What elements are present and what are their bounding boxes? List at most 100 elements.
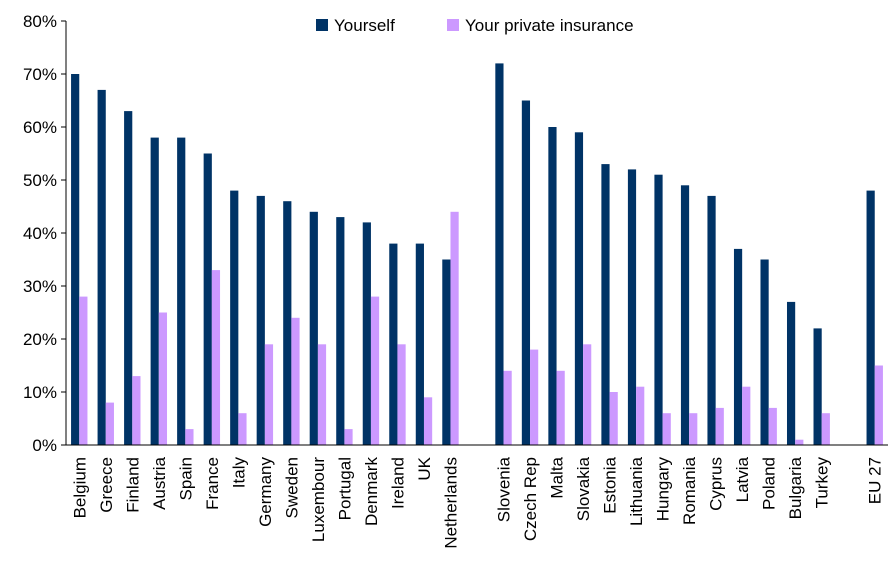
x-label-germany: Germany [256,457,275,527]
bar-insurance-eu-27 [874,365,883,445]
x-label-hungary: Hungary [654,457,673,522]
bar-yourself-netherlands [442,259,451,445]
x-label-slovakia: Slovakia [574,456,593,521]
y-axis-ticks: 0% 10% 20% 30% 40% 50% 60% 70% 80% [23,12,66,455]
bar-yourself-czech-rep [521,100,531,445]
bar-insurance-france [211,270,221,445]
x-label-spain: Spain [176,457,195,500]
y-tick-label: 10% [23,383,57,402]
bar-yourself-denmark [362,222,371,445]
bar-insurance-portugal [344,429,353,445]
y-tick-label: 30% [23,277,57,296]
y-tick-label: 70% [23,65,57,84]
bar-insurance-greece [105,402,114,445]
bar-insurance-latvia [742,386,751,445]
y-tick-label: 80% [23,12,57,31]
x-label-romania: Romania [680,456,699,525]
bar-yourself-turkey [813,328,822,445]
bars-group [71,63,883,446]
y-tick-label: 40% [23,224,57,243]
legend: Yourself Your private insurance [316,16,634,35]
bar-insurance-netherlands [450,211,459,445]
bar-yourself-eu-27 [866,190,875,445]
x-label-uk: UK [415,456,434,480]
x-label-malta: Malta [548,456,567,498]
x-label-portugal: Portugal [335,457,354,520]
y-tick-label: 0% [32,436,57,455]
x-label-greece: Greece [97,457,116,513]
bar-yourself-bulgaria [786,301,796,445]
bar-insurance-slovakia [583,344,592,445]
x-label-finland: Finland [123,457,142,513]
x-label-netherlands: Netherlands [441,457,460,549]
bar-yourself-latvia [733,248,743,445]
bar-yourself-estonia [601,164,610,445]
bar-insurance-turkey [821,413,830,445]
x-label-france: France [203,457,222,510]
bar-yourself-luxembour [309,211,318,445]
bar-insurance-bulgaria [795,439,804,445]
legend-swatch-insurance [447,19,459,31]
x-label-cyprus: Cyprus [707,457,726,511]
bar-insurance-spain [185,429,194,445]
bar-yourself-spain [177,137,186,445]
bar-insurance-germany [264,344,274,445]
bar-yourself-cyprus [707,195,716,445]
bar-yourself-malta [548,127,557,445]
x-label-czech-rep: Czech Rep [521,457,540,541]
y-tick-label: 60% [23,118,57,137]
x-label-ireland: Ireland [388,457,407,509]
bar-insurance-uk [423,397,433,445]
bar-yourself-hungary [654,174,663,445]
x-label-poland: Poland [760,457,779,510]
legend-label-yourself: Yourself [334,16,395,35]
x-axis-labels: Belgium Greece Finland Austria Spain France It… [70,456,884,548]
x-label-eu-27: EU 27 [866,457,885,504]
x-label-luxembour: Luxembour [309,457,328,542]
bar-yourself-romania [680,185,690,446]
bar-insurance-belgium [79,296,88,445]
bar-insurance-estonia [609,392,618,445]
bar-insurance-czech-rep [530,349,539,445]
bar-insurance-hungary [662,413,671,445]
x-label-italy: Italy [229,457,248,489]
bar-insurance-luxembour [317,344,327,445]
bar-yourself-italy [230,190,239,445]
bar-yourself-uk [415,243,424,445]
bar-yourself-portugal [336,217,345,445]
bar-insurance-ireland [397,344,406,445]
bar-insurance-lithuania [636,386,645,445]
bar-insurance-italy [238,413,247,445]
x-label-turkey: Turkey [813,457,832,509]
bar-yourself-germany [256,195,265,445]
legend-label-insurance: Your private insurance [465,16,634,35]
bar-yourself-poland [760,259,769,445]
bar-yourself-sweden [283,201,292,445]
x-label-slovenia: Slovenia [495,456,514,522]
bar-yourself-belgium [71,74,80,445]
x-label-sweden: Sweden [282,457,301,518]
x-label-latvia: Latvia [733,456,752,502]
bar-yourself-slovenia [495,63,504,446]
bar-insurance-malta [556,370,565,445]
x-label-bulgaria: Bulgaria [786,456,805,519]
y-tick-label: 20% [23,330,57,349]
bar-insurance-finland [132,376,141,445]
x-label-belgium: Belgium [70,457,89,518]
bar-yourself-austria [150,137,159,445]
bar-yourself-finland [124,111,133,445]
bar-yourself-greece [97,89,106,446]
bar-yourself-france [203,153,212,445]
bar-insurance-denmark [370,296,380,445]
bar-insurance-poland [768,407,777,445]
bar-yourself-slovakia [574,132,584,446]
x-label-austria: Austria [150,456,169,509]
x-label-denmark: Denmark [362,457,381,526]
x-label-lithuania: Lithuania [627,456,646,526]
x-label-estonia: Estonia [601,456,620,513]
bar-yourself-lithuania [627,169,637,445]
bar-insurance-cyprus [715,407,724,445]
bar-insurance-austria [158,312,168,445]
